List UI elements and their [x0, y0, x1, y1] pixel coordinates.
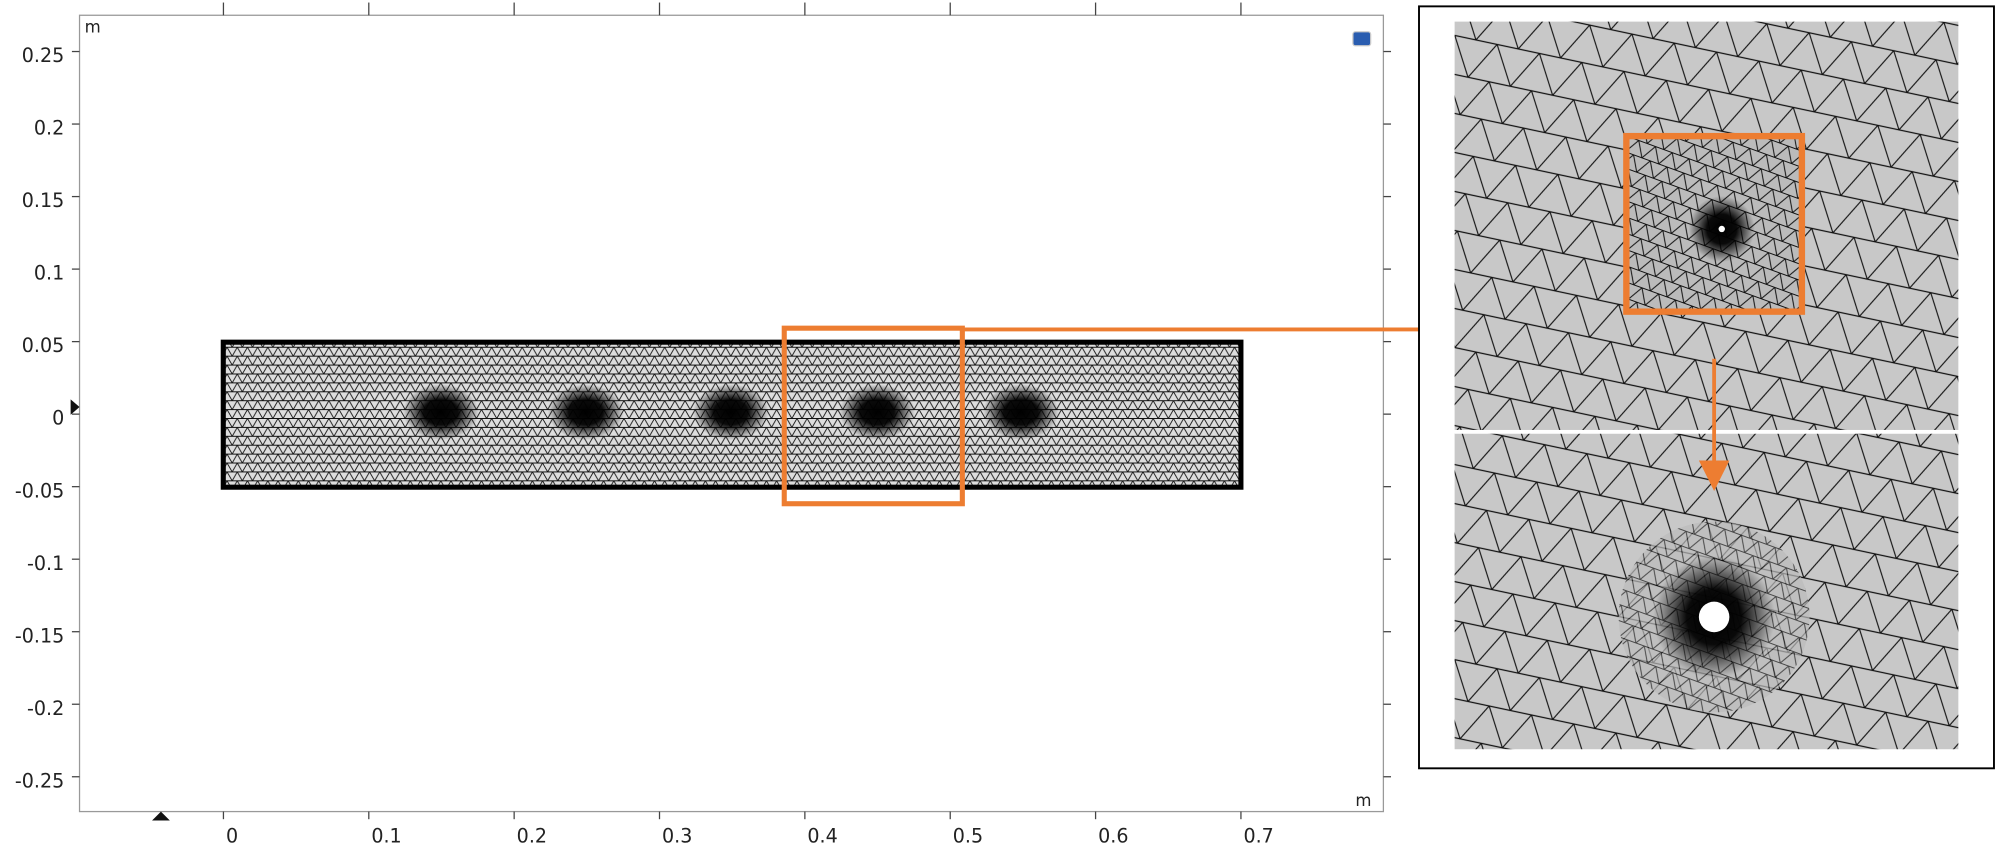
plot-area: m m 0 0.1 0.2 0.3 0.4 0.5 0.6 0.7 0.25 0.2 0.15 0.1…	[15, 2, 1548, 848]
y-tick-label: -0.2	[27, 698, 64, 720]
y-tick-label: 0.1	[34, 263, 64, 285]
axis-marker	[70, 399, 80, 415]
zoom-box	[781, 325, 965, 507]
y-tick-label: 0.15	[22, 190, 64, 212]
refined-region	[547, 384, 624, 441]
y-tick-label: -0.1	[27, 553, 64, 575]
refined-region	[838, 384, 916, 441]
zoom-box	[1623, 132, 1806, 315]
x-unit: m	[1355, 791, 1371, 810]
x-tick-label: 0	[226, 826, 238, 848]
refined-region	[692, 384, 769, 441]
y-tick-label: 0.2	[34, 118, 64, 140]
x-tick-label: 0.5	[953, 826, 983, 848]
hole	[1718, 225, 1725, 233]
y-tick-label: -0.25	[15, 770, 64, 792]
y-tick-label: -0.15	[15, 625, 64, 647]
x-tick-label: 0.6	[1098, 826, 1128, 848]
mesh-domain	[220, 339, 1244, 490]
x-tick-label: 0.3	[662, 826, 692, 848]
logo-icon	[1352, 31, 1372, 47]
x-tick-label: 0.4	[807, 826, 837, 848]
refined-region	[982, 384, 1060, 441]
y-unit: m	[85, 17, 101, 36]
y-tick-label: 0.25	[22, 45, 64, 67]
x-tick-label: 0.2	[517, 826, 547, 848]
y-tick-label: 0	[52, 408, 64, 430]
x-tick-label: 0.7	[1243, 826, 1273, 848]
y-tick-label: 0.05	[22, 335, 64, 357]
x-tick-label: 0.1	[371, 826, 401, 848]
axis-marker	[152, 811, 170, 821]
inset-panel	[1418, 5, 1995, 770]
hole	[1698, 601, 1730, 633]
refined-region	[402, 384, 479, 441]
y-tick-label: -0.05	[15, 480, 64, 502]
